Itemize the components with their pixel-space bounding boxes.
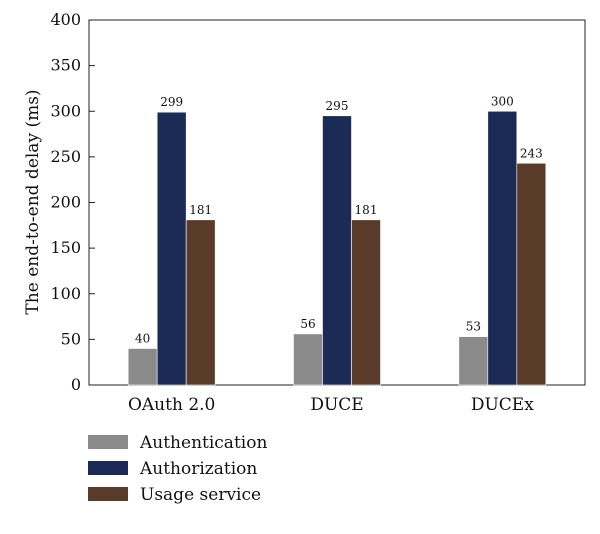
x-tick-label: DUCE: [310, 395, 363, 415]
bar-usage-service: [351, 219, 381, 386]
data-label: 295: [326, 99, 349, 113]
bar-usage-service: [516, 162, 547, 386]
x-tick-label: OAuth 2.0: [128, 395, 215, 415]
y-axis-title: The end-to-end delay (ms): [23, 89, 43, 314]
data-label: 56: [300, 317, 315, 331]
data-label: 243: [520, 146, 543, 160]
legend-label: Authentication: [139, 433, 267, 453]
data-label: 181: [189, 203, 212, 217]
y-tick-label: 100: [50, 284, 81, 303]
bar-authentication: [293, 333, 323, 386]
data-label: 53: [466, 320, 481, 334]
bar-authorization: [156, 111, 187, 386]
data-label: 40: [135, 332, 150, 346]
y-tick-label: 0: [71, 375, 81, 394]
x-tick-label: DUCEx: [471, 395, 534, 415]
y-axis: 0 50 100 150 200 250 300 350 400: [50, 10, 95, 394]
legend: Authentication Authorization Usage service: [88, 433, 267, 505]
y-tick-label: 50: [61, 329, 81, 348]
y-tick-label: 250: [50, 147, 81, 166]
y-tick-label: 200: [50, 193, 81, 212]
data-label: 300: [491, 94, 514, 108]
bar-authorization: [487, 110, 518, 386]
legend-swatch: [88, 435, 128, 449]
data-label: 299: [160, 95, 183, 109]
legend-swatch: [88, 487, 128, 501]
bar-authentication: [127, 348, 158, 386]
y-tick-label: 150: [50, 238, 81, 257]
y-tick-label: 300: [50, 101, 81, 120]
bar-authorization: [322, 115, 352, 386]
bar-series-group: 40 299 181 56 295 181 53 300 243: [127, 94, 547, 386]
x-axis: OAuth 2.0 DUCE DUCEx: [128, 395, 534, 415]
bar-usage-service: [185, 219, 216, 386]
legend-label: Usage service: [140, 485, 261, 505]
y-tick-label: 400: [50, 10, 81, 29]
bar-authentication: [458, 336, 489, 386]
y-tick-label: 350: [50, 56, 81, 75]
legend-swatch: [88, 461, 128, 475]
legend-label: Authorization: [139, 459, 257, 479]
data-label: 181: [355, 203, 378, 217]
